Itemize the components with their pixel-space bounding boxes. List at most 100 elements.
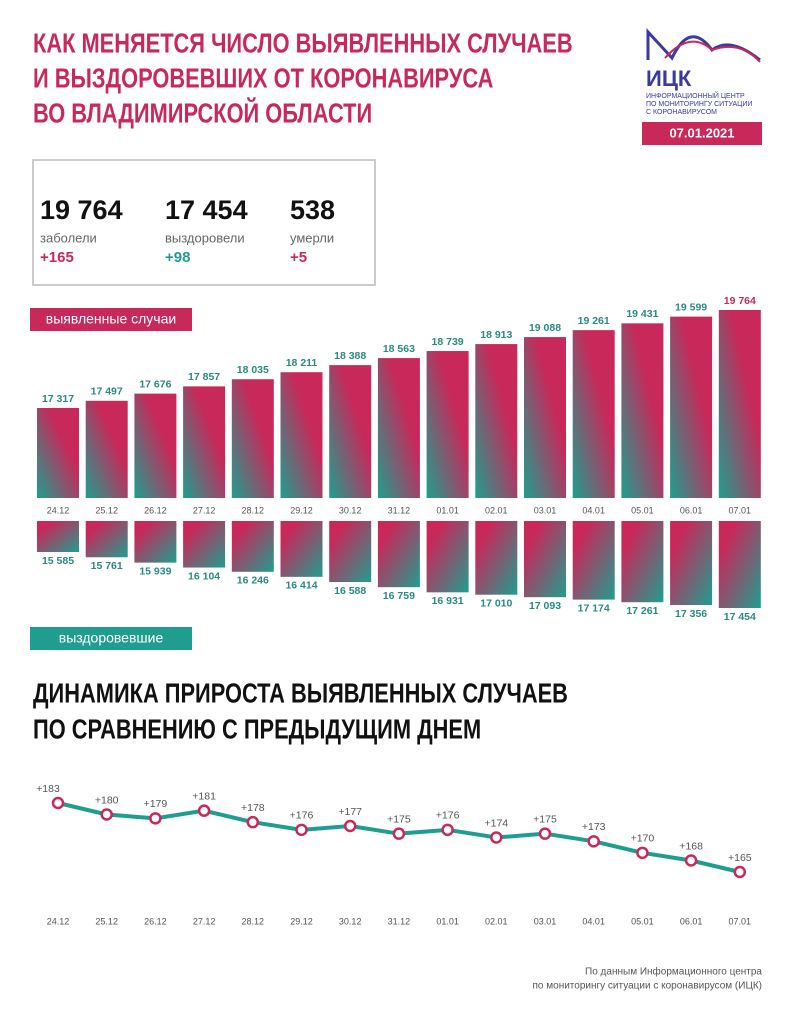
value-label: 18 913 (480, 329, 512, 341)
logo-text: ПО МОНИТОРИНГУ СИТУАЦИИ (646, 101, 752, 108)
point (538, 827, 552, 840)
stat-value: 538 (290, 195, 335, 225)
logo-name: ИЦК (646, 66, 692, 91)
value-label: 19 599 (675, 301, 707, 313)
point (684, 854, 698, 867)
stat-value: 17 454 (165, 195, 248, 225)
value-label: +175 (387, 813, 411, 825)
value-label: 15 939 (139, 565, 171, 577)
bar (134, 521, 177, 563)
value-label: +178 (241, 802, 265, 814)
x-tick-label: 30.12 (339, 505, 362, 515)
bar (37, 408, 79, 498)
point (587, 835, 600, 848)
value-label: 16 759 (383, 590, 415, 602)
x-tick-label: 25.12 (95, 916, 118, 926)
bar (377, 358, 420, 498)
x-tick-label: 28.12 (242, 505, 265, 515)
bar (183, 386, 226, 498)
point (246, 815, 260, 829)
bar (621, 323, 664, 498)
x-tick-label: 02.01 (485, 916, 508, 926)
bar (329, 365, 372, 498)
x-tick-label: 30.12 (339, 916, 362, 926)
point (295, 823, 308, 837)
title-line: И ВЫЗДОРОВЕВШИХ ОТ КОРОНАВИРУСА (33, 63, 493, 94)
stat-change: +165 (40, 249, 74, 266)
x-tick-label: 01.01 (436, 916, 459, 926)
bar (524, 337, 566, 498)
value-label: 18 739 (432, 336, 464, 348)
stat-label: умерли (290, 230, 334, 245)
x-tick-label: 27.12 (193, 505, 216, 515)
bar (572, 330, 615, 498)
value-label: +175 (533, 813, 557, 825)
bar (670, 316, 713, 498)
section-badge (30, 308, 192, 331)
stat-label: заболели (40, 230, 97, 245)
x-tick-label: 03.01 (534, 505, 557, 515)
value-label: 19 431 (626, 308, 658, 320)
logo-mark (664, 40, 761, 63)
point (392, 827, 406, 840)
logo-text: С КОРОНАВИРУСОМ (646, 109, 717, 116)
chart-title: ПО СРАВНЕНИЮ С ПРЕДЫДУЩИМ ДНЕМ (33, 714, 481, 745)
x-tick-label: 01.01 (436, 505, 459, 515)
x-tick-label: 05.01 (631, 505, 654, 515)
value-label: +174 (484, 817, 508, 829)
x-tick-label: 31.12 (388, 505, 411, 515)
value-label: +165 (728, 852, 752, 864)
x-tick-label: 04.01 (582, 916, 605, 926)
value-label: +176 (290, 810, 314, 822)
value-label: 17 261 (626, 605, 658, 617)
section-label: выявленные случаи (46, 311, 176, 327)
value-label: 16 246 (237, 575, 269, 587)
bar (37, 521, 79, 552)
point (636, 846, 649, 860)
bar (377, 521, 420, 588)
bar (183, 521, 226, 568)
value-label: +179 (144, 798, 168, 810)
title-line: ВО ВЛАДИМИРСКОЙ ОБЛАСТИ (33, 96, 372, 129)
bar (475, 521, 518, 595)
point (51, 796, 65, 810)
bar (426, 351, 469, 498)
x-tick-label: 24.12 (47, 916, 70, 926)
stat-label: выздоровели (165, 230, 245, 245)
x-tick-label: 29.12 (290, 505, 313, 515)
value-label: 17 317 (42, 393, 74, 405)
x-tick-label: 07.01 (729, 505, 752, 515)
x-tick-label: 25.12 (95, 505, 118, 515)
point (197, 804, 211, 817)
bar (134, 393, 177, 498)
x-tick-label: 29.12 (290, 916, 313, 926)
point (100, 808, 113, 821)
value-label: 18 211 (286, 357, 318, 369)
value-label: 19 764 (724, 295, 756, 307)
value-label: 16 931 (432, 595, 464, 607)
bar (718, 310, 761, 498)
value-label: +181 (192, 790, 216, 802)
value-label: 15 585 (42, 555, 74, 567)
bar (231, 379, 274, 498)
x-tick-label: 28.12 (242, 916, 265, 926)
logo: ИЦК ИНФОРМАЦИОННЫЙ ЦЕНТР ПО МОНИТОРИНГУ … (642, 28, 762, 145)
value-label: 16 414 (285, 580, 317, 592)
value-label: 16 104 (188, 570, 220, 582)
x-tick-label: 03.01 (534, 916, 557, 926)
value-label: +177 (338, 806, 362, 818)
logo-mark (646, 28, 761, 62)
value-label: +180 (95, 794, 119, 806)
value-label: 17 857 (188, 371, 220, 383)
logo-text: ИНФОРМАЦИОННЫЙ ЦЕНТР (646, 91, 745, 100)
point (733, 865, 747, 879)
bar (280, 372, 323, 498)
stats-box (32, 159, 376, 286)
bar (329, 521, 372, 583)
title-line: КАК МЕНЯЕТСЯ ЧИСЛО ВЫЯВЛЕННЫХ СЛУЧАЕВ (33, 28, 573, 59)
x-tick-label: 02.01 (485, 505, 508, 515)
x-tick-label: 24.12 (47, 505, 70, 515)
value-label: 16 588 (334, 585, 366, 597)
bar (475, 344, 518, 498)
